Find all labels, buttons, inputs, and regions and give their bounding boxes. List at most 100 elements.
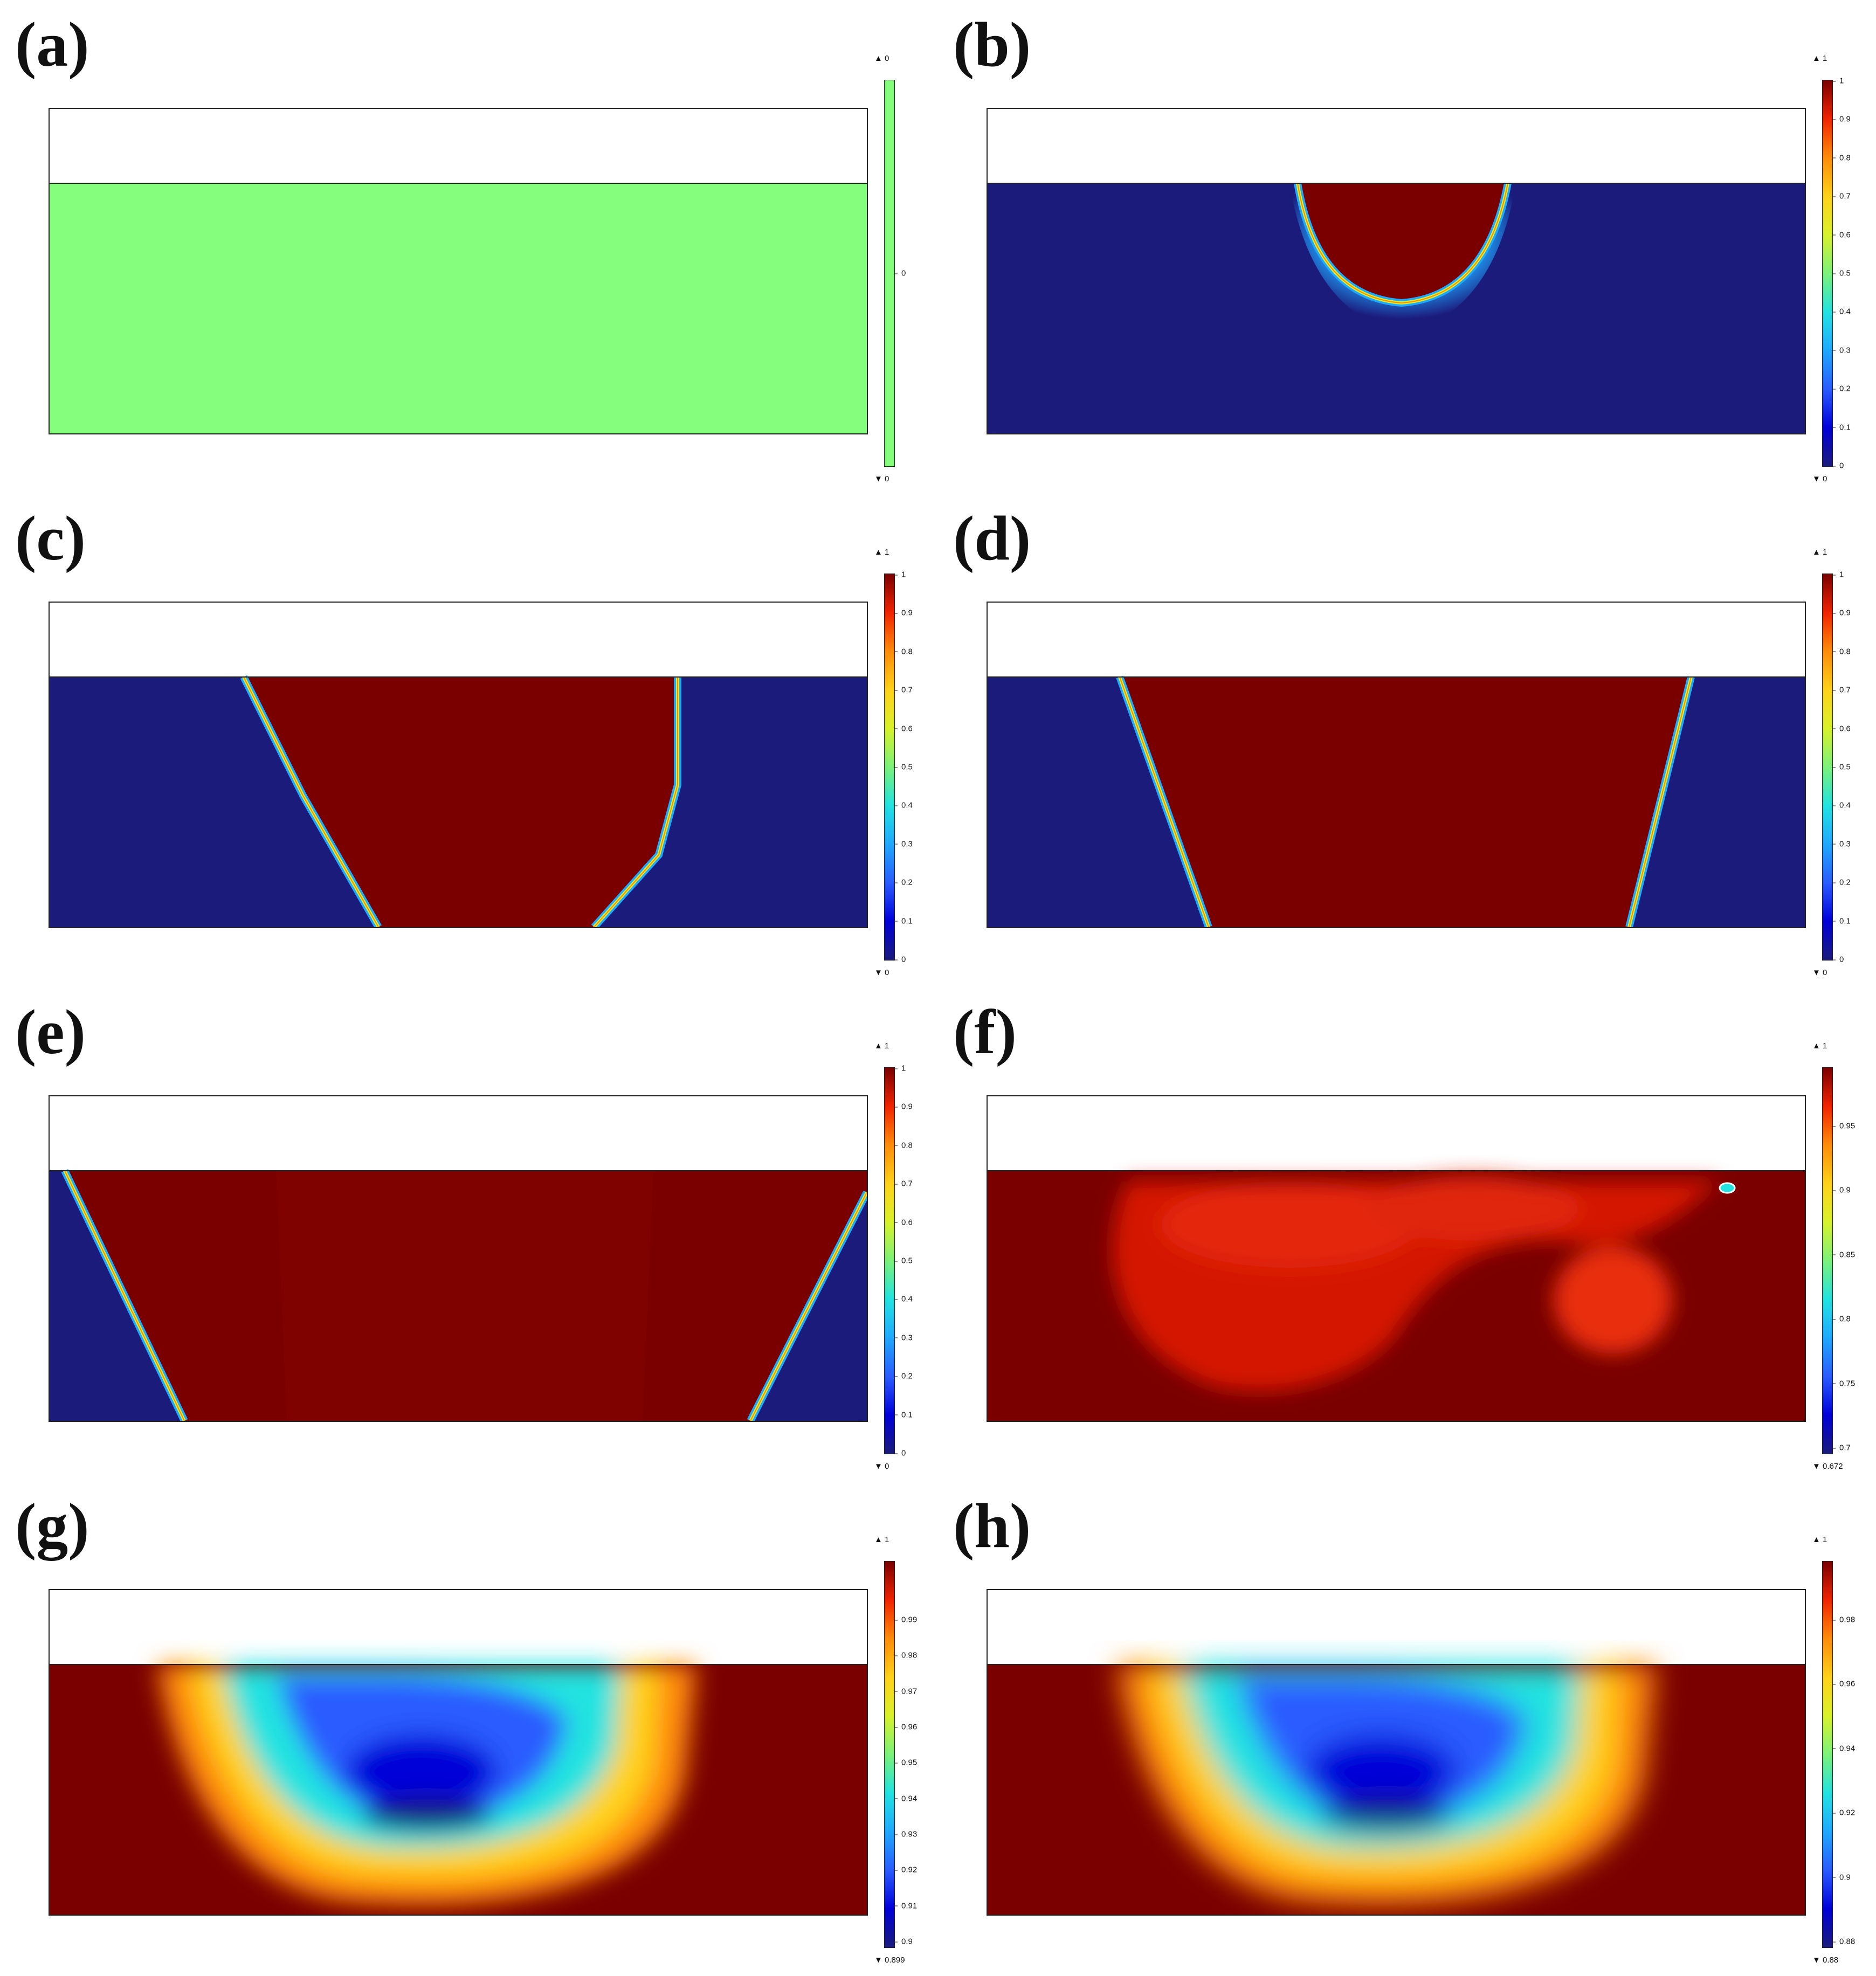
colorbar-tick-label: 0.95	[893, 1758, 918, 1767]
colorbar-tick-label: 0.7	[1832, 1443, 1851, 1453]
field-plot	[987, 1095, 1806, 1422]
colorbar-tick-label: 0.7	[1832, 191, 1851, 201]
colorbar-tick-label: 0.9	[894, 608, 913, 618]
colorbar-tick-label: 0.4	[1832, 307, 1851, 316]
figure-panel: (g) ▲ 1 ▼ 0.899 0.99 0.98 0.97 0.96 0.95 0.94 0.9…	[0, 1481, 938, 1975]
colorbar-max-label: ▲ 1	[1812, 54, 1827, 63]
colorbar-tick-label: 0.8	[1832, 1314, 1851, 1324]
panel-label: (a)	[15, 9, 89, 80]
field-plot	[49, 1589, 868, 1916]
colorbar	[1822, 80, 1833, 467]
colorbar-tick-label: 0.6	[1832, 230, 1851, 240]
figure-panel: (c) ▲ 1 ▼ 0 1 0.9 0.8 0.7 0.6 0.5 0.4 0.3 0.2 0.1 0	[0, 494, 938, 987]
colorbar-min-label: ▼ 0.899	[874, 1956, 905, 1965]
field-plot	[987, 108, 1806, 434]
interface-edge	[1297, 183, 1508, 304]
colorbar-tick-label: 0	[893, 1448, 906, 1458]
colorbar-tick-label: 0.8	[1832, 647, 1851, 657]
colorbar-tick-label: 0.2	[1832, 384, 1851, 393]
panel-label: (g)	[15, 1490, 89, 1561]
colorbar-tick-label: 0.7	[894, 1179, 913, 1189]
colorbar-tick-label: 0.1	[894, 916, 913, 926]
colorbar-tick-label: 0.6	[1832, 724, 1851, 734]
colorbar-tick-label: 0.2	[894, 1371, 913, 1381]
colorbar-tick-label: 0.5	[894, 1256, 913, 1266]
colorbar-min-label: ▼ 0.672	[1812, 1462, 1843, 1471]
melt-region	[1298, 183, 1508, 303]
colorbar	[1822, 574, 1833, 961]
colorbar-tick-label: 0	[893, 268, 906, 278]
colorbar-tick-label: 1	[893, 1063, 906, 1073]
colorbar-tick-label: 0.8	[894, 1141, 913, 1150]
figure-panel: (a) ▲ 0 ▼ 0 0	[0, 0, 938, 494]
colorbar-tick-label: 0.1	[1832, 423, 1851, 432]
figure-panel: (h) ▲ 1 ▼ 0.88 0.98 0.96 0.94 0.92 0.9 0.88	[938, 1481, 1876, 1975]
panel-label: (f)	[953, 997, 1017, 1067]
panel-label: (e)	[15, 997, 86, 1067]
colorbar-tick-label: 0.9	[1832, 1185, 1851, 1195]
colorbar-tick-label: 0.1	[1832, 916, 1851, 926]
colorbar-tick-label: 1	[1831, 570, 1844, 579]
colorbar-tick-label: 0.75	[1831, 1379, 1856, 1388]
colorbar	[1822, 1561, 1833, 1948]
field-plot	[987, 1589, 1806, 1916]
melt-region	[244, 677, 678, 927]
interface-edge	[1629, 676, 1692, 927]
colorbar-max-label: ▲ 1	[874, 548, 889, 557]
colorbar-tick-label: 0.7	[894, 685, 913, 695]
field-background	[50, 183, 867, 433]
colorbar-tick-label: 0.85	[1831, 1250, 1856, 1260]
panel-label: (h)	[953, 1490, 1031, 1561]
colorbar-tick-label: 1	[893, 570, 906, 579]
colorbar-tick-label: 0.92	[1831, 1808, 1856, 1818]
colorbar-tick-label: 0.9	[1832, 114, 1851, 124]
plume	[1117, 1664, 1656, 1905]
figure-panel: (e) ▲ 1 ▼ 0 1 0.9 0.8 0.7 0.6 0.5 0.4 0.3 0.2 0.1 0	[0, 987, 938, 1481]
colorbar-tick-label: 0.9	[894, 1937, 913, 1946]
colorbar-tick-label: 0.88	[1831, 1937, 1856, 1946]
colorbar	[884, 1561, 895, 1948]
colorbar-tick-label: 0.91	[893, 1901, 918, 1911]
colorbar-tick-label: 0.93	[893, 1829, 918, 1839]
field-plot	[49, 602, 868, 928]
colorbar-tick-label: 0.95	[1831, 1121, 1856, 1131]
colorbar-tick-label: 0	[1831, 461, 1844, 471]
interface-edge	[243, 676, 379, 927]
colorbar-max-label: ▲ 1	[1812, 1535, 1827, 1544]
colorbar-max-label: ▲ 1	[1812, 1041, 1827, 1051]
colorbar-tick-label: 0.97	[893, 1687, 918, 1696]
colorbar-max-label: ▲ 1	[874, 1041, 889, 1051]
field-plot	[49, 108, 868, 434]
colorbar-tick-label: 0.98	[1831, 1615, 1856, 1625]
colorbar-tick-label: 0.99	[893, 1615, 918, 1625]
colorbar-min-label: ▼ 0	[874, 1462, 889, 1471]
figure-panel: (f) ▲ 1 ▼ 0.672 0.95 0.9 0.85 0.8 0.75 0.7	[938, 987, 1876, 1481]
colorbar-tick-label: 0.9	[1832, 1873, 1851, 1882]
colorbar-tick-label: 0.4	[1832, 800, 1851, 810]
field-plot	[987, 602, 1806, 928]
figure-panel: (d) ▲ 1 ▼ 0 1 0.9 0.8 0.7 0.6 0.5 0.4 0.3 0.2 0.1 0	[938, 494, 1876, 987]
colorbar-tick-label: 0.6	[894, 1218, 913, 1227]
panel-label: (c)	[15, 503, 86, 574]
colorbar	[884, 1067, 895, 1454]
colorbar-tick-label: 0.98	[893, 1650, 918, 1660]
colorbar-tick-label: 0.96	[893, 1722, 918, 1732]
colorbar-tick-label: 0.5	[1832, 762, 1851, 772]
melt-region	[1120, 677, 1691, 927]
colorbar-tick-label: 0.4	[894, 800, 913, 810]
colorbar-min-label: ▼ 0	[874, 474, 889, 483]
colorbar-tick-label: 0.3	[1832, 839, 1851, 849]
panel-label: (d)	[953, 503, 1031, 574]
interface-edge	[750, 1192, 867, 1421]
colorbar-tick-label: 0.9	[894, 1102, 913, 1111]
shade-region	[276, 1171, 653, 1421]
colorbar-max-label: ▲ 0	[874, 54, 889, 63]
colorbar-tick-label: 0.2	[1832, 878, 1851, 887]
colorbar-tick-label: 0.5	[894, 762, 913, 772]
colorbar-tick-label: 0.94	[1831, 1744, 1856, 1753]
colorbar-tick-label: 0.7	[1832, 685, 1851, 695]
colorbar-tick-label: 0	[893, 955, 906, 964]
interface-edge	[1119, 676, 1209, 927]
colorbar-min-label: ▼ 0	[1812, 968, 1827, 977]
panel-label: (b)	[953, 9, 1031, 80]
